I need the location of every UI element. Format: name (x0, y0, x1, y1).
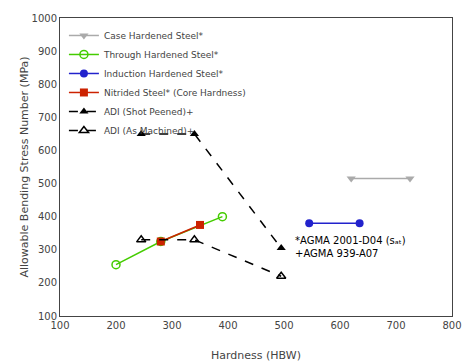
svg-text:800: 800 (442, 320, 461, 331)
svg-text:900: 900 (38, 46, 57, 57)
svg-text:Induction Hardened Steel*: Induction Hardened Steel* (104, 69, 224, 79)
svg-text:500: 500 (274, 320, 293, 331)
svg-text:800: 800 (38, 79, 57, 90)
svg-text:ADI (As Machined)+: ADI (As Machined)+ (104, 126, 194, 136)
svg-text:200: 200 (38, 277, 57, 288)
svg-text:700: 700 (386, 320, 405, 331)
svg-text:ADI (Shot Peened)+: ADI (Shot Peened)+ (104, 107, 194, 117)
svg-text:300: 300 (162, 320, 181, 331)
svg-text:600: 600 (38, 145, 57, 156)
svg-text:200: 200 (106, 320, 125, 331)
svg-text:600: 600 (330, 320, 349, 331)
svg-text:Through Hardened Steel*: Through Hardened Steel* (103, 50, 219, 60)
svg-text:400: 400 (38, 211, 57, 222)
svg-text:Allowable Bending Stress Numbe: Allowable Bending Stress Number (MPa) (18, 56, 31, 277)
svg-text:700: 700 (38, 112, 57, 123)
svg-text:500: 500 (38, 178, 57, 189)
svg-text:Nitrided Steel* (Core Hardness: Nitrided Steel* (Core Hardness) (104, 88, 246, 98)
svg-text:1000: 1000 (32, 13, 57, 24)
svg-text:400: 400 (218, 320, 237, 331)
svg-text:300: 300 (38, 244, 57, 255)
svg-text:Hardness (HBW): Hardness (HBW) (211, 349, 301, 362)
svg-text:100: 100 (50, 320, 69, 331)
svg-text:100: 100 (38, 311, 57, 322)
svg-text:*AGMA 2001-D04 (sₐₜ)+AGMA 939-: *AGMA 2001-D04 (sₐₜ)+AGMA 939-A07 (295, 235, 406, 259)
svg-text:Case Hardened Steel*: Case Hardened Steel* (104, 31, 204, 41)
